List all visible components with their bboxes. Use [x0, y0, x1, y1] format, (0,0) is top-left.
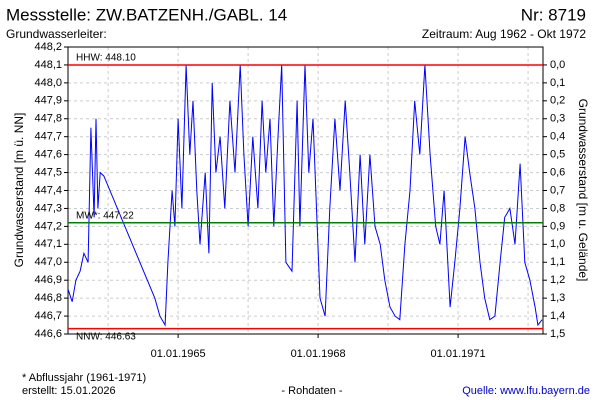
y2-tick-label: 0,2	[550, 95, 565, 107]
y2-tick-label: 0,7	[550, 184, 565, 196]
y-tick-label: 447,8	[34, 113, 62, 125]
y-tick-label: 447,7	[34, 131, 62, 143]
y-tick-label: 446,7	[34, 310, 62, 322]
y-axis-label: Grundwasserstand [m ü. NN]	[12, 113, 26, 268]
y-tick-label: 447,4	[34, 184, 62, 196]
y-tick-label: 446,8	[34, 292, 62, 304]
x-tick-label: 01.01.1968	[291, 348, 346, 360]
y-tick-label: 448,1	[34, 59, 62, 71]
y2-tick-label: 0,6	[550, 166, 565, 178]
y-tick-label: 447,3	[34, 202, 62, 214]
y2-tick-label: 0,8	[550, 202, 565, 214]
subtitle-right: Zeitraum: Aug 1962 - Okt 1972	[422, 27, 586, 41]
plot-frame	[67, 46, 544, 335]
raw-data-note: - Rohdaten -	[281, 385, 342, 397]
y2-tick-label: 1,2	[550, 274, 565, 286]
y-tick-label: 448,2	[34, 41, 62, 53]
y-tick-label: 447,0	[34, 256, 62, 268]
y-tick-label: 448,0	[34, 77, 62, 89]
y2-tick-label: 0,5	[550, 149, 565, 161]
y-tick-label: 446,9	[34, 274, 62, 286]
y2-axis-label: Grundwasserstand [m u. Gelände]	[576, 99, 590, 282]
x-tick-label: 01.01.1971	[431, 348, 486, 360]
x-tick-label: 01.01.1965	[151, 348, 206, 360]
subtitle-left: Grundwasserleiter:	[6, 27, 107, 41]
y-tick-label: 447,2	[34, 220, 62, 232]
y2-tick-label: 1,1	[550, 256, 565, 268]
y-tick-label: 446,6	[34, 328, 62, 340]
y-tick-label: 447,6	[34, 149, 62, 161]
chart-title: Messstelle: ZW.BATZENH./GABL. 14	[6, 5, 287, 24]
y2-tick-label: 1,0	[550, 238, 565, 250]
chart-number: Nr: 8719	[521, 5, 586, 24]
y2-tick-label: 1,3	[550, 292, 565, 304]
footnote: * Abflussjahr (1961-1971)	[22, 372, 146, 384]
reference-label: HHW: 448.10	[76, 53, 136, 64]
y2-tick-label: 0,1	[550, 77, 565, 89]
y-tick-label: 447,1	[34, 238, 62, 250]
reference-label: MW*: 447.22	[76, 210, 134, 221]
source-link[interactable]: Quelle: www.lfu.bayern.de	[462, 385, 590, 397]
y2-tick-label: 0,3	[550, 113, 565, 125]
created-date: erstellt: 15.01.2026	[22, 385, 116, 397]
y2-tick-label: 0,4	[550, 131, 565, 143]
reference-label: NNW: 446.63	[76, 331, 136, 342]
y-tick-label: 447,5	[34, 166, 62, 178]
y2-tick-label: 1,4	[550, 310, 565, 322]
series-line	[67, 64, 543, 327]
y2-tick-label: 1,5	[550, 328, 565, 340]
y-tick-label: 447,9	[34, 95, 62, 107]
y2-tick-label: 0,9	[550, 220, 565, 232]
y2-tick-label: 0,0	[550, 59, 565, 71]
